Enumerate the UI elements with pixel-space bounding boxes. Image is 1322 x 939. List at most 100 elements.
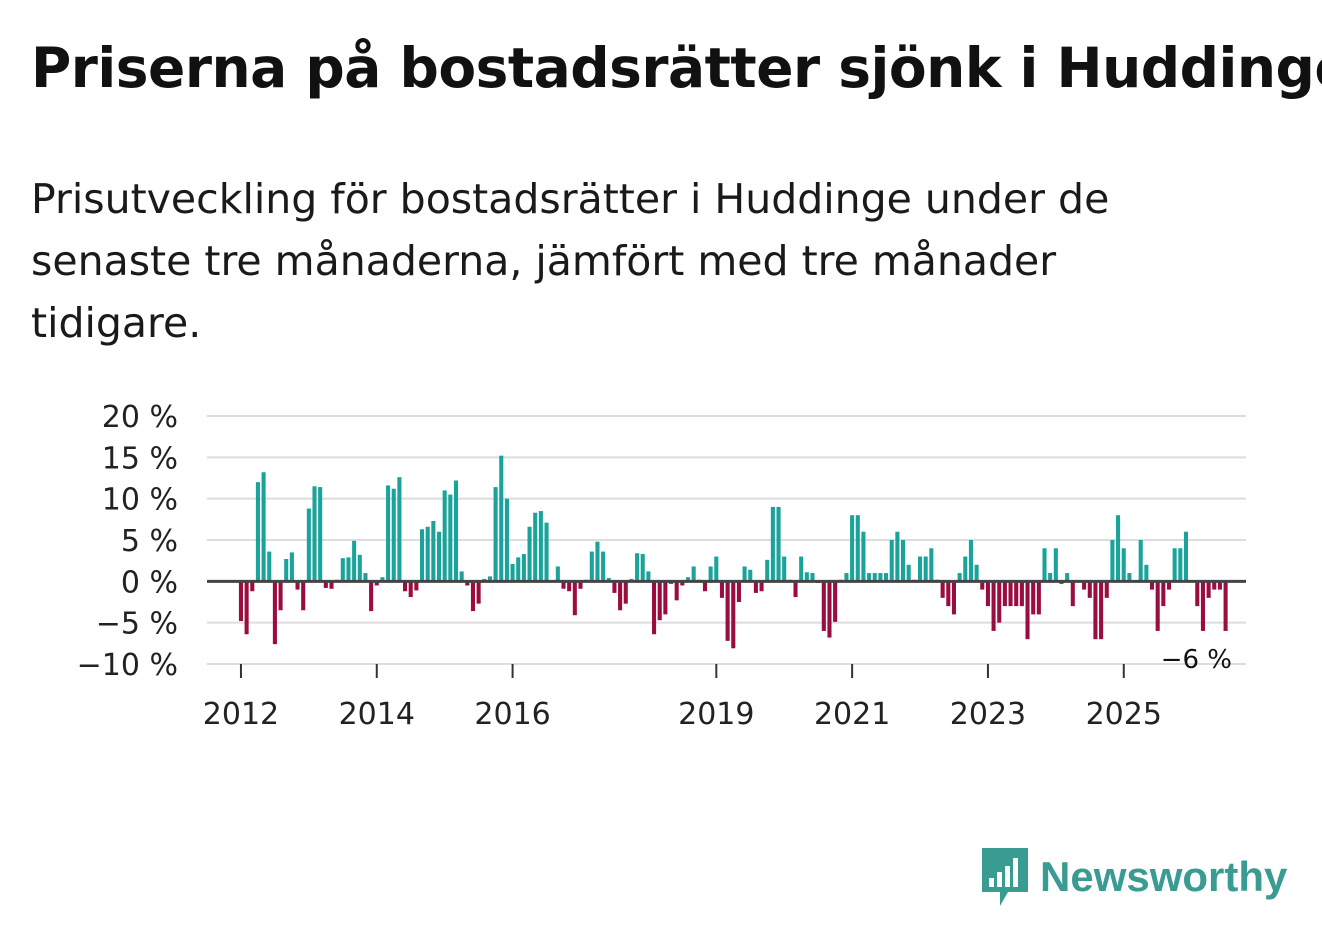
data-bar [391,488,396,582]
data-bar [1195,581,1200,607]
data-bar [363,573,368,582]
data-bar [1138,540,1143,582]
x-tick-label: 2014 [339,697,415,732]
data-bar [606,578,611,582]
y-tick-label: 10 % [102,483,178,518]
data-bar [465,581,470,586]
data-bar [476,581,481,604]
x-tick-label: 2019 [678,697,754,732]
data-bar [997,581,1002,623]
data-bar [261,472,266,582]
data-bar [827,581,832,638]
data-bar [1025,581,1030,640]
data-bar [725,581,730,641]
data-bar [991,581,996,631]
data-bar [595,541,600,582]
data-bar [1099,581,1104,640]
data-bar [963,556,968,582]
data-bar [295,581,300,590]
data-bar [1053,548,1058,582]
data-bar [889,540,894,582]
y-tick-label: 0 % [121,565,178,600]
data-bar [951,581,957,615]
data-bar [719,581,724,598]
data-bar [821,581,826,631]
data-bar [1206,581,1211,598]
data-bar [895,531,900,582]
data-bar [493,487,498,582]
brand-name: Newsworthy [1040,853,1288,900]
data-bar [1161,581,1166,607]
data-bar [386,485,391,582]
data-bar [1048,573,1053,582]
data-bar [623,581,628,604]
chart-subtitle: Prisutveckling för bostadsrätter i Huddi… [31,175,1110,347]
data-bar [1144,564,1149,582]
data-bar [329,581,334,589]
data-bar [470,581,476,612]
data-bar [753,581,758,593]
chart-title: Priserna på bostadsrätter sjönk i Huddin… [31,36,1322,100]
data-bar [1019,581,1024,607]
data-bar [1036,581,1041,615]
data-bar [1087,581,1092,598]
data-bar [793,581,798,598]
data-bar [1166,581,1172,590]
data-bar [380,577,385,582]
data-bar [1223,581,1228,631]
data-bar [872,573,877,582]
data-bar [408,581,413,598]
data-bar [674,581,679,601]
data-bar [1149,581,1155,590]
data-bar [748,569,753,582]
data-bar [1183,531,1189,582]
data-bar [850,515,855,582]
data-bar [1217,581,1222,590]
data-bar [1110,540,1115,582]
data-bar [419,529,425,582]
y-tick-label: 15 % [102,441,178,476]
data-bar [1127,573,1132,582]
x-tick-label: 2025 [1086,697,1162,732]
data-bar [855,515,860,582]
data-bar [1172,548,1177,582]
data-bar [691,566,696,582]
data-bar [1093,581,1098,640]
data-bar [680,581,685,586]
data-bar [301,581,306,611]
x-tick-label: 2021 [814,697,890,732]
data-bar [369,581,374,612]
data-bar [1104,581,1109,598]
data-bar [867,573,872,582]
data-bar [804,572,809,582]
data-bar [533,512,538,582]
newsworthy-logo: Newsworthy [980,846,1287,908]
x-tick-label: 2016 [474,697,550,732]
data-bar [612,581,617,593]
data-bar [601,551,606,582]
data-bar [685,577,691,582]
data-bar [844,573,849,582]
data-bar [255,482,260,582]
data-bar [957,573,962,582]
data-bar [1178,548,1183,582]
x-tick-label: 2012 [203,697,279,732]
data-bar [980,581,985,590]
data-bar [312,486,317,582]
bar-chart: 20 % 15 % 10 % 5 % 0 % −5 % −10 % 2012 2014 2016 2… [77,400,1246,732]
data-bar [459,571,464,582]
data-bar [776,506,781,582]
data-bar [284,559,289,582]
data-bar [646,571,651,582]
data-bar [1155,581,1160,631]
data-bar [731,581,736,649]
data-bar [487,576,492,582]
data-bar [923,556,928,582]
y-tick-label: −5 % [96,607,178,642]
data-bar [357,554,362,582]
data-bar [272,581,277,645]
data-bar [968,540,973,582]
data-bar [974,564,979,582]
data-bar [618,581,623,611]
data-bar [657,581,662,621]
